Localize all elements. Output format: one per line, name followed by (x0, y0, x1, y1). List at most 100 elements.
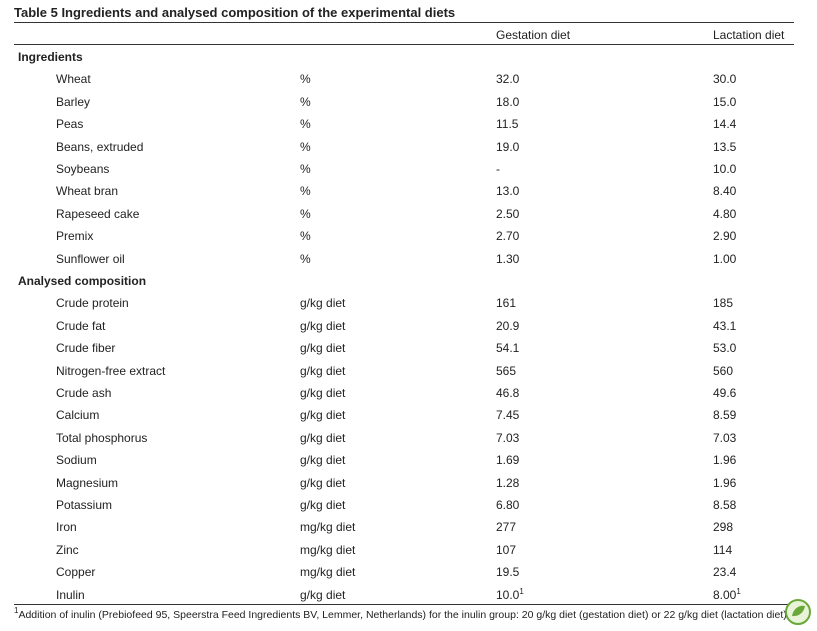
row-name: Magnesium (56, 475, 119, 490)
cell-value: 2.70 (496, 229, 519, 243)
cell-value: 10.0 (713, 162, 736, 176)
section-title: Ingredients (18, 50, 83, 64)
cell-value: 32.0 (496, 72, 519, 86)
cell-value: 43.1 (713, 319, 736, 333)
cell-value: 14.4 (713, 117, 736, 131)
value: 54.1 (496, 341, 520, 356)
footnote-text: Addition of inulin (Prebiofeed 95, Speer… (18, 609, 790, 621)
cell-value: 54.1 (496, 341, 519, 355)
value: 8.58 (713, 498, 737, 512)
cell-value: 20.9 (496, 319, 519, 333)
value: 277 (496, 520, 517, 535)
cell-value: 13.5 (713, 140, 736, 154)
cell-value: 277 (496, 520, 516, 534)
value: 1.30 (496, 251, 520, 266)
row-name: Barley (56, 94, 91, 109)
rule (14, 604, 794, 605)
row-unit: mg/kg diet (300, 520, 356, 535)
value: 46.8 (496, 386, 520, 400)
value: 565 (496, 363, 517, 378)
cell-value: 4.80 (713, 207, 736, 221)
value: 32.0 (496, 72, 520, 87)
row-name: Crude fiber (56, 341, 116, 356)
cell-value: 2.90 (713, 229, 736, 243)
row-unit: g/kg diet (300, 408, 346, 423)
cell-value: 7.45 (496, 408, 519, 422)
cell-value: - (496, 162, 500, 176)
row-unit: % (300, 94, 311, 109)
row-name: Soybeans (56, 162, 110, 176)
cell-value: 1.96 (713, 476, 736, 490)
value: 1.96 (713, 453, 737, 468)
value: 185 (713, 296, 734, 311)
value: 2.50 (496, 206, 520, 221)
note-marker: 1 (519, 586, 524, 596)
row-unit: % (300, 139, 311, 154)
rule (14, 44, 794, 45)
row-unit: mg/kg diet (300, 565, 356, 580)
row-unit: g/kg diet (300, 341, 346, 356)
cell-value: 1.30 (496, 252, 519, 266)
value: 107 (496, 542, 517, 557)
row-unit: g/kg diet (300, 587, 346, 602)
cell-value: 23.4 (713, 565, 736, 579)
row-name: Sunflower oil (56, 251, 125, 266)
cell-value: 13.0 (496, 184, 519, 198)
cell-value: 8.001 (713, 586, 741, 602)
value: 7.03 (496, 430, 520, 445)
cell-value: 19.5 (496, 565, 519, 579)
value: 6.80 (496, 498, 520, 512)
value: 7.45 (496, 408, 520, 423)
note-marker: 1 (736, 586, 741, 596)
cell-value: 7.03 (496, 431, 519, 445)
row-name: Iron (56, 520, 77, 535)
section-title: Analysed composition (18, 274, 147, 288)
value: 10.0 (496, 587, 520, 602)
value: 2.70 (496, 229, 520, 244)
cell-value: 185 (713, 296, 733, 310)
value: 8.00 (713, 587, 737, 602)
row-unit: g/kg diet (300, 498, 346, 512)
row-unit: % (300, 251, 311, 266)
row-name: Rapeseed cake (56, 206, 140, 221)
cell-value: 49.6 (713, 386, 736, 400)
row-unit: % (300, 206, 311, 221)
cell-value: 11.5 (496, 117, 518, 131)
row-name: Wheat (56, 72, 91, 87)
row-unit: g/kg diet (300, 296, 346, 311)
value: 11.5 (496, 117, 519, 132)
row-unit: g/kg diet (300, 453, 346, 468)
rule (14, 22, 794, 23)
value: 43.1 (713, 318, 737, 333)
column-header: Lactation diet (713, 28, 785, 42)
column-header: Gestation diet (496, 28, 571, 42)
value: 1.00 (713, 251, 737, 266)
row-name: Beans, extruded (56, 139, 144, 154)
row-unit: % (300, 72, 311, 87)
value: 10.0 (713, 162, 737, 176)
value: 30.0 (713, 72, 737, 87)
cell-value: 53.0 (713, 341, 736, 355)
value: 18.0 (496, 94, 520, 109)
row-name: Peas (56, 117, 84, 132)
row-name: Zinc (56, 542, 79, 557)
row-name: Wheat bran (56, 184, 119, 199)
value: 20.9 (496, 318, 520, 333)
row-name: Copper (56, 565, 96, 580)
value: 14.4 (713, 117, 737, 132)
cell-value: 298 (713, 520, 733, 534)
cell-value: 1.96 (713, 453, 736, 467)
cell-value: 560 (713, 364, 733, 378)
value: 114 (713, 542, 733, 557)
logo-icon (785, 599, 811, 625)
value: 298 (713, 520, 734, 535)
table-title: Table 5 Ingredients and analysed composi… (14, 5, 456, 20)
row-unit: g/kg diet (300, 318, 346, 333)
value: 2.90 (713, 229, 737, 244)
value: 1.28 (496, 475, 520, 490)
value: 560 (713, 363, 734, 378)
value: 1.96 (713, 475, 737, 490)
cell-value: 7.03 (713, 431, 736, 445)
row-name: Crude protein (56, 296, 129, 311)
